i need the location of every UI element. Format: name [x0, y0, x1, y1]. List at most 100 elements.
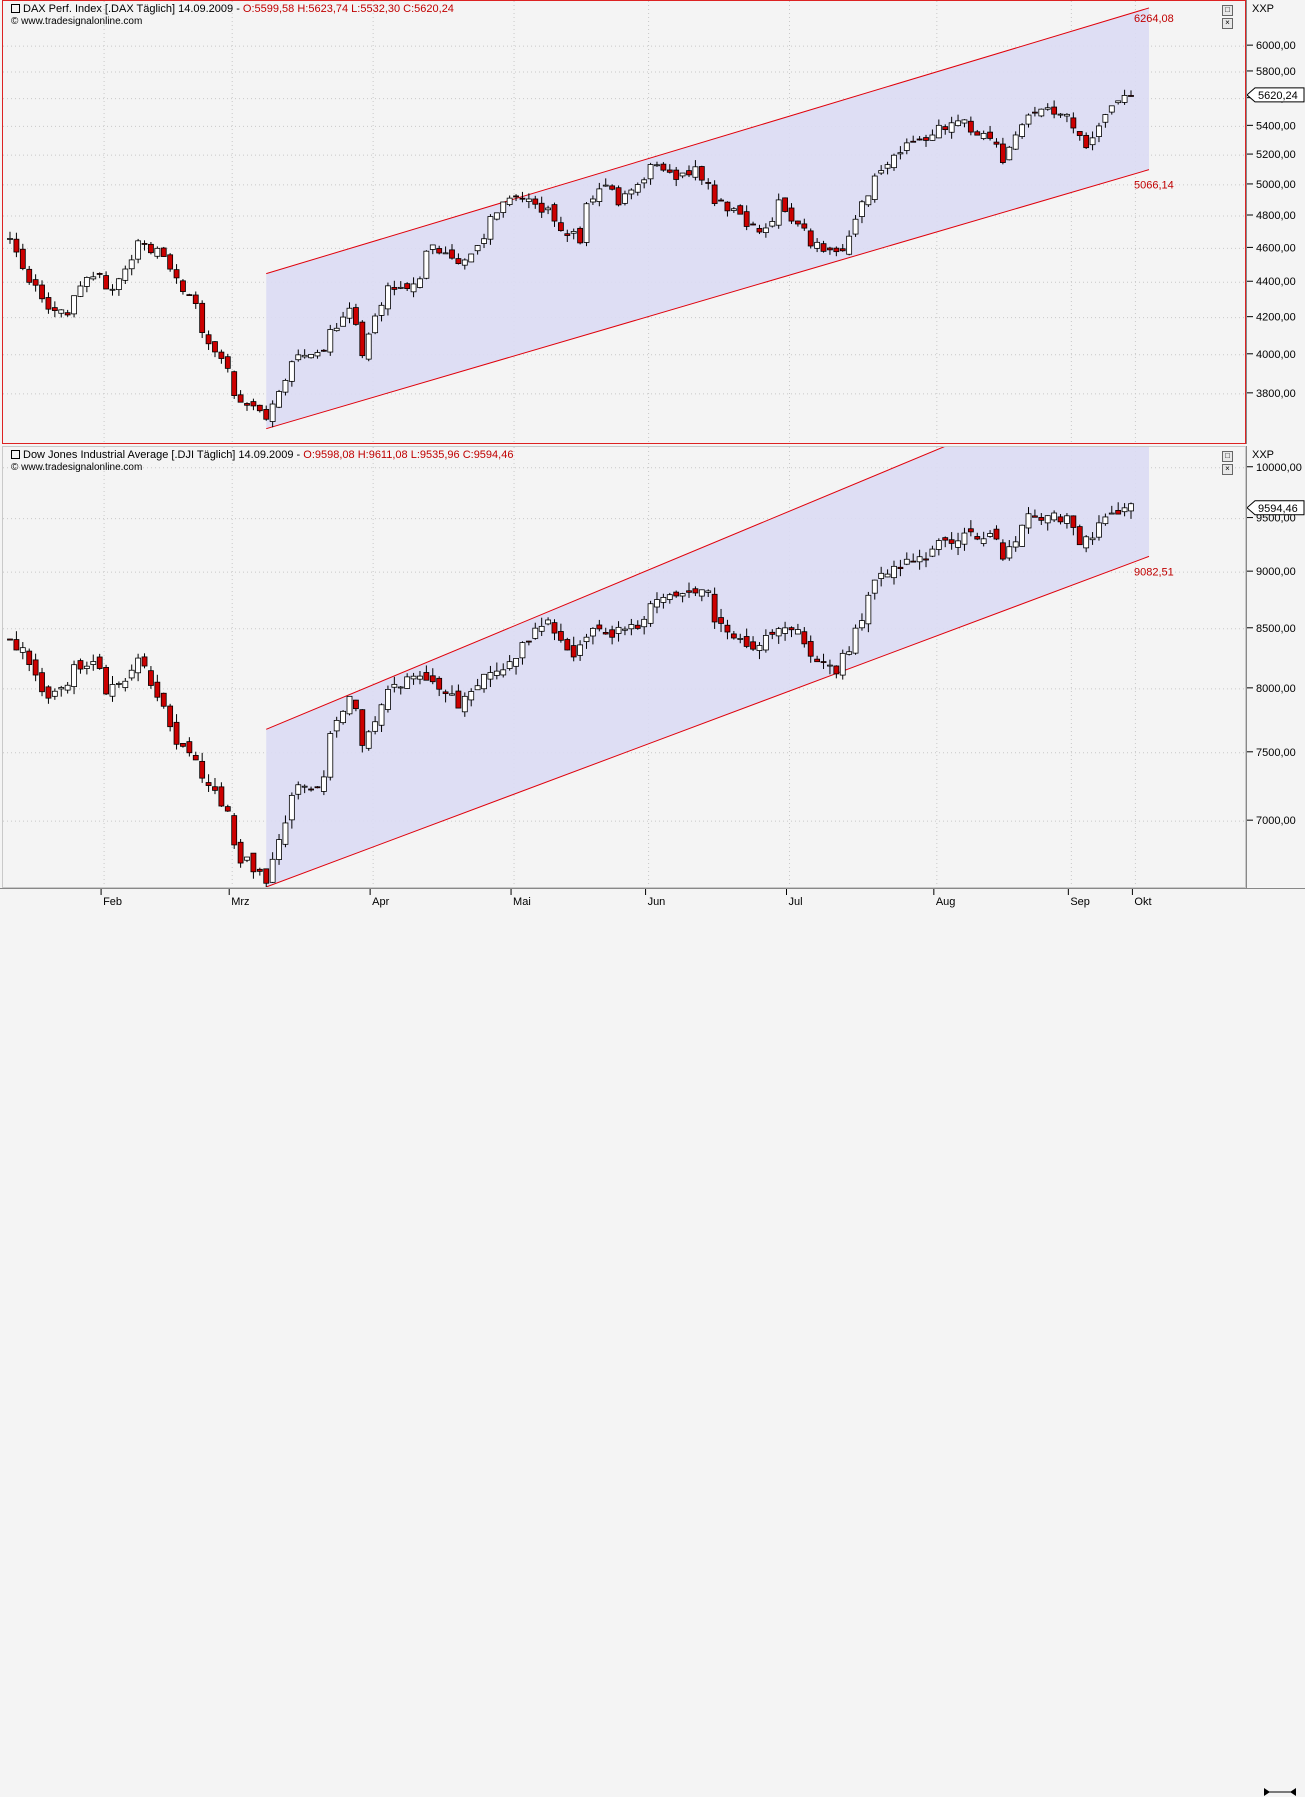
candle-body: [660, 596, 667, 603]
candle-body: [846, 651, 853, 655]
close-icon[interactable]: ×: [1222, 18, 1233, 29]
candle-body: [455, 690, 462, 709]
candle-body: [788, 207, 795, 222]
candle-body: [429, 244, 436, 250]
candle-body: [493, 212, 500, 220]
candle-body: [583, 636, 590, 643]
candle-body: [910, 140, 917, 143]
candle-body: [314, 786, 321, 789]
candle-body: [833, 665, 840, 675]
dji-chart-panel[interactable]: 9082,51 Dow Jones Industrial Average [.D…: [2, 446, 1246, 888]
candle-body: [871, 579, 878, 594]
candle-body: [160, 247, 167, 257]
maximize-icon[interactable]: □: [1222, 5, 1233, 16]
dji-chart-canvas[interactable]: 9082,51: [3, 447, 1245, 887]
candle-body: [250, 852, 257, 873]
candle-body: [711, 184, 718, 204]
candle-body: [103, 275, 109, 290]
candle-body: [557, 222, 564, 232]
candle-body: [538, 202, 545, 213]
maximize-icon[interactable]: □: [1222, 451, 1233, 462]
candle-body: [487, 672, 494, 680]
candle-body: [372, 315, 379, 334]
candle-body: [449, 693, 455, 696]
scroll-handle-icon[interactable]: [1262, 1787, 1298, 1797]
candle-body: [615, 187, 622, 206]
candle-body: [26, 268, 33, 283]
dax-chart-canvas[interactable]: 6264,08 5066,14: [3, 1, 1245, 443]
candle-body: [64, 312, 71, 316]
candle-body: [308, 788, 314, 791]
candle-body: [923, 137, 929, 141]
candle-body: [718, 617, 724, 624]
dax-source-link[interactable]: © www.tradesignalonline.com: [11, 16, 143, 27]
last-price-marker: [1247, 500, 1305, 516]
last-price-marker: [1247, 87, 1305, 103]
candle-body: [686, 170, 692, 176]
last-price-label: 9594,46: [1258, 503, 1298, 515]
price-tick-label: 9500,00: [1256, 513, 1296, 525]
candle-body: [814, 658, 821, 663]
dax-chart-panel[interactable]: 6264,08 5066,14 DAX Perf. Index [.DAX Täg…: [2, 0, 1246, 444]
candle-body: [737, 205, 744, 215]
dax-xxp-label: XXP: [1252, 3, 1275, 15]
candle-body: [897, 566, 904, 570]
candle-body: [961, 532, 968, 545]
candle-body: [359, 321, 366, 357]
candle-body: [903, 142, 910, 151]
price-tick-label: 4600,00: [1256, 242, 1296, 254]
candle-body: [493, 670, 500, 676]
chart-window-icon[interactable]: [11, 450, 20, 459]
chart-window-icon[interactable]: [11, 4, 20, 13]
candle-body: [423, 672, 430, 681]
candle-body: [468, 253, 475, 263]
candle-body: [372, 721, 379, 732]
candle-body: [115, 278, 122, 291]
candle-body: [250, 401, 257, 407]
dax-source-text: www.tradesignalonline.com: [21, 16, 143, 27]
candle-body: [852, 627, 859, 654]
candle-body: [442, 252, 449, 255]
dji-source-link[interactable]: © www.tradesignalonline.com: [11, 462, 143, 473]
candle-body: [141, 656, 148, 667]
candle-body: [551, 622, 558, 634]
candle-body: [801, 631, 808, 645]
candle-body: [237, 394, 244, 403]
candle-body: [83, 665, 90, 669]
candle-body: [564, 639, 571, 651]
price-tick-label: 8000,00: [1256, 683, 1296, 695]
candle-body: [641, 618, 648, 628]
candle-body: [308, 353, 314, 359]
candle-body: [231, 815, 238, 846]
last-price-label: 5620,24: [1258, 90, 1298, 102]
candle-body: [846, 235, 853, 255]
candle-body: [1108, 512, 1115, 515]
candle-body: [1057, 113, 1064, 116]
candle-body: [993, 141, 1000, 145]
candle-body: [1057, 516, 1064, 523]
candle-body: [429, 675, 436, 683]
candle-body: [1064, 515, 1070, 524]
candle-body: [1006, 546, 1013, 559]
candle-body: [19, 248, 26, 269]
candle-body: [103, 667, 109, 695]
candle-body: [590, 198, 596, 203]
candle-body: [128, 259, 135, 270]
candle-body: [346, 307, 353, 319]
candle-body: [948, 122, 955, 133]
candle-body: [1070, 117, 1077, 129]
candle-body: [525, 640, 532, 643]
candle-body: [13, 639, 20, 651]
close-icon[interactable]: ×: [1222, 464, 1233, 475]
candle-body: [269, 858, 276, 883]
candle-body: [160, 692, 167, 707]
candle-body: [96, 656, 103, 669]
candle-body: [935, 124, 942, 139]
candle-body: [442, 691, 449, 695]
candle-body: [391, 287, 398, 290]
candle-body: [205, 782, 212, 786]
candle-body: [865, 195, 872, 206]
candle-body: [673, 591, 680, 597]
candle-body: [814, 241, 821, 249]
candle-body: [167, 705, 174, 728]
